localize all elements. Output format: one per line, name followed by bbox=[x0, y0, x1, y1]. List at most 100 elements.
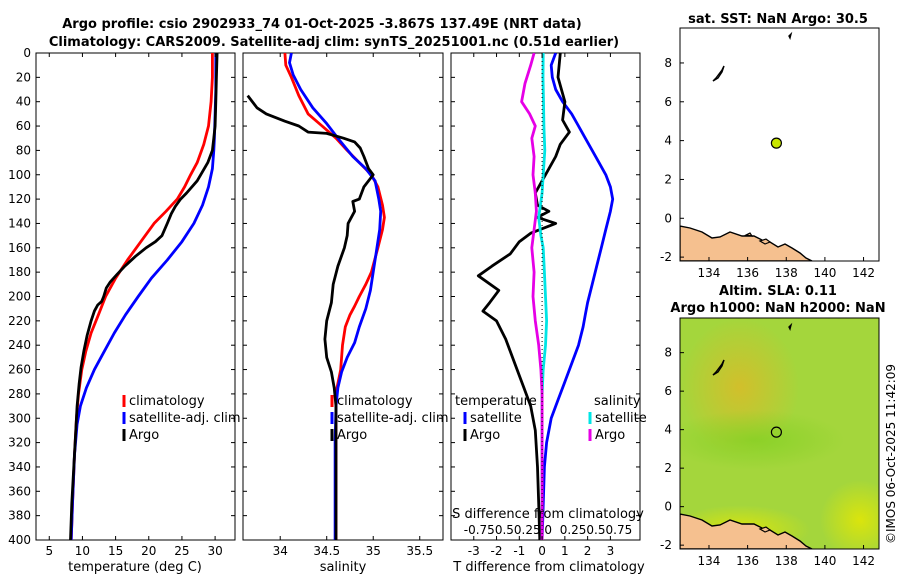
y-tick-label: 320 bbox=[8, 436, 31, 450]
sla-map-area bbox=[680, 318, 879, 549]
y-tick-label: 400 bbox=[8, 533, 31, 547]
series-line-climatology bbox=[69, 53, 214, 540]
y-tick-label: 0 bbox=[664, 211, 672, 225]
series-line-temperature-satellite bbox=[540, 53, 615, 540]
y-tick-label: 2 bbox=[664, 172, 672, 186]
series-line-satellite-adj-clim bbox=[69, 53, 218, 540]
sla-map-title-line1: Altim. SLA: 0.11 bbox=[719, 284, 837, 299]
legend-label-satellite: satellite-adj. clim bbox=[337, 411, 449, 426]
y-tick-label: 300 bbox=[8, 411, 31, 425]
temperature-plot-frame bbox=[35, 52, 236, 541]
y-tick-label: 8 bbox=[664, 56, 672, 70]
series-line-salinity-argo bbox=[520, 53, 544, 540]
legend-label-argo: Argo bbox=[337, 428, 367, 443]
island-shape bbox=[712, 359, 725, 376]
y-tick-label: 2 bbox=[664, 461, 672, 475]
legend-label-s-argo: Argo bbox=[595, 428, 625, 443]
s-difference-axis-label: S difference from climatology bbox=[452, 507, 644, 522]
y-tick-label: -2 bbox=[660, 538, 672, 552]
x-tick-label: 134 bbox=[698, 266, 721, 280]
y-tick-label: 60 bbox=[16, 119, 31, 133]
series-line-temperature-argo bbox=[476, 53, 571, 540]
x-tick-label: 134 bbox=[698, 554, 721, 568]
t-difference-axis-label: T difference from climatology bbox=[452, 560, 645, 575]
x-tick-label: -1 bbox=[513, 544, 525, 558]
y-tick-label: 6 bbox=[664, 384, 672, 398]
x-tick-label: -2 bbox=[491, 544, 503, 558]
sla-field-shade bbox=[680, 410, 845, 470]
island-shape bbox=[712, 65, 725, 82]
y-tick-label: 4 bbox=[664, 134, 672, 148]
x-tick-label: 30 bbox=[207, 544, 222, 558]
x-tick-label: 140 bbox=[813, 266, 836, 280]
legend-label-argo: Argo bbox=[129, 428, 159, 443]
x-tick-label: 20 bbox=[141, 544, 156, 558]
sst-map-title: sat. SST: NaN Argo: 30.5 bbox=[688, 12, 868, 27]
x-tick-label: 1 bbox=[561, 544, 569, 558]
y-tick-label: 0 bbox=[664, 500, 672, 514]
x-tick-label: 136 bbox=[736, 554, 759, 568]
legend-label-t-satellite: satellite bbox=[470, 411, 522, 426]
y-tick-label: 240 bbox=[8, 338, 31, 352]
y-tick-label: 260 bbox=[8, 363, 31, 377]
island-shape bbox=[788, 322, 793, 332]
y-tick-label: 0 bbox=[23, 46, 31, 60]
legend-label-t-argo: Argo bbox=[470, 428, 500, 443]
x-tick-label: 10 bbox=[75, 544, 90, 558]
x-tick-label: 2 bbox=[584, 544, 592, 558]
y-tick-label: 6 bbox=[664, 95, 672, 109]
series-line-argo bbox=[246, 94, 375, 540]
figure-title-line2: Climatology: CARS2009. Satellite-adj cli… bbox=[49, 35, 619, 50]
temperature-legend: climatology satellite-adj. clim Argo bbox=[122, 394, 241, 443]
salinity-plot-frame bbox=[242, 52, 444, 541]
temperature-axis-label: temperature (deg C) bbox=[68, 560, 202, 575]
sst-map-frame bbox=[679, 27, 880, 262]
salinity-legend: climatology satellite-adj. clim Argo bbox=[330, 394, 449, 443]
y-tick-label: 160 bbox=[8, 241, 31, 255]
y-tick-label: 4 bbox=[664, 423, 672, 437]
series-line-satellite-adj-clim bbox=[288, 53, 383, 540]
s-difference-tick-labels: -0.750.50.25 0 0.250.50.75 bbox=[464, 523, 632, 537]
x-tick-label: 34 bbox=[273, 544, 288, 558]
sla-map-frame bbox=[679, 317, 880, 550]
y-tick-label: 280 bbox=[8, 387, 31, 401]
y-tick-label: 380 bbox=[8, 509, 31, 523]
legend-title-salinity: salinity bbox=[594, 394, 641, 409]
sla-map-title-line2: Argo h1000: NaN h2000: NaN bbox=[670, 301, 885, 316]
x-tick-label: 3 bbox=[607, 544, 615, 558]
argo-float-marker bbox=[770, 137, 783, 149]
series-line-salinity-satellite bbox=[537, 53, 548, 540]
x-tick-label: 138 bbox=[775, 266, 798, 280]
series-line-argo bbox=[69, 53, 219, 540]
y-tick-label: 180 bbox=[8, 265, 31, 279]
x-tick-label: 5 bbox=[45, 544, 53, 558]
x-tick-label: 25 bbox=[174, 544, 189, 558]
island-shape bbox=[788, 31, 793, 41]
series-line-climatology bbox=[283, 53, 386, 540]
y-tick-label: -2 bbox=[660, 250, 672, 264]
x-tick-label: 0 bbox=[538, 544, 546, 558]
x-tick-label: 140 bbox=[813, 554, 836, 568]
y-tick-label: 40 bbox=[16, 95, 31, 109]
x-tick-label: 136 bbox=[736, 266, 759, 280]
x-tick-label: 138 bbox=[775, 554, 798, 568]
difference-legend: temperature salinity satellite Argo sate… bbox=[455, 394, 647, 443]
y-tick-label: 140 bbox=[8, 216, 31, 230]
y-tick-label: 20 bbox=[16, 70, 31, 84]
salinity-axis-label: salinity bbox=[320, 560, 367, 575]
x-tick-label: 15 bbox=[108, 544, 123, 558]
x-tick-label: 142 bbox=[852, 554, 875, 568]
x-tick-label: 35.5 bbox=[406, 544, 433, 558]
legend-label-satellite: satellite-adj. clim bbox=[129, 411, 241, 426]
y-tick-label: 340 bbox=[8, 460, 31, 474]
island-shape bbox=[758, 526, 772, 533]
y-tick-label: 200 bbox=[8, 290, 31, 304]
y-tick-label: 220 bbox=[8, 314, 31, 328]
legend-title-temperature: temperature bbox=[455, 394, 537, 409]
y-tick-label: 120 bbox=[8, 192, 31, 206]
y-tick-label: 80 bbox=[16, 143, 31, 157]
y-tick-label: 360 bbox=[8, 484, 31, 498]
legend-label-climatology: climatology bbox=[129, 394, 205, 409]
x-tick-label: 142 bbox=[852, 266, 875, 280]
